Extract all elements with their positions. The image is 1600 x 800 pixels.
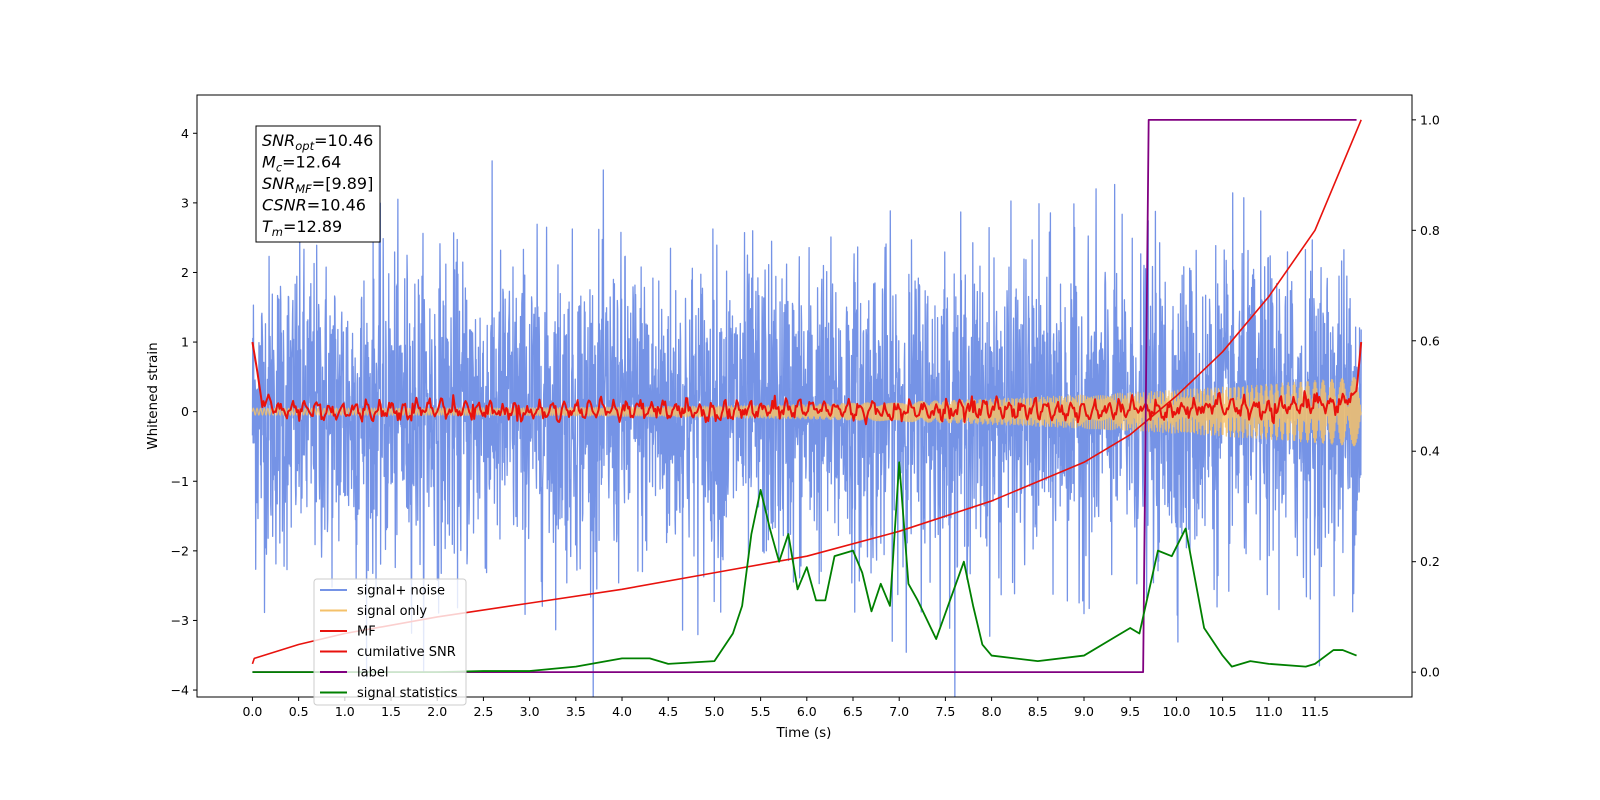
annotation-frame bbox=[255, 125, 381, 243]
x-tick-label: 0.5 bbox=[289, 704, 309, 719]
annotation-symbol: T bbox=[262, 217, 273, 236]
legend-frame bbox=[313, 578, 467, 706]
x-tick-label: 8.0 bbox=[982, 704, 1002, 719]
annotation-symbol: CSNR bbox=[262, 196, 307, 215]
annotation-box: SNRopt=10.46Mc=12.64SNRMF=[9.89]CSNR=10.… bbox=[255, 125, 381, 243]
x-tick-label: 8.5 bbox=[1028, 704, 1048, 719]
x-axis: 0.0 0.5 1.0 1.5 2.0 2.5 3.0 3.5 4.0 4.5 5.0 5.5 6.0 6… bbox=[242, 697, 1329, 719]
series-signal-noise-line bbox=[251, 160, 1362, 697]
x-tick-label: 4.0 bbox=[612, 704, 632, 719]
legend-label: MF bbox=[357, 625, 376, 640]
x-tick-label: 1.0 bbox=[335, 704, 355, 719]
x-tick-label: 9.5 bbox=[1120, 704, 1140, 719]
x-tick-label: 6.0 bbox=[797, 704, 817, 719]
x-axis-label: Time (s) bbox=[776, 725, 832, 741]
legend-label: signal+ noise bbox=[357, 584, 445, 599]
x-tick-label: 0.0 bbox=[242, 704, 262, 719]
annotation-symbol: SNR bbox=[262, 174, 295, 193]
annotation-value: =10.46 bbox=[314, 131, 373, 150]
x-tick-label: 5.5 bbox=[751, 704, 771, 719]
annotation-subscript: m bbox=[272, 225, 283, 239]
x-tick-label: 4.5 bbox=[658, 704, 678, 719]
annotation-line: Tm=12.89 bbox=[262, 217, 342, 239]
series-label-line bbox=[252, 118, 1357, 674]
x-tick-label: 7.5 bbox=[935, 704, 955, 719]
plot-frame bbox=[196, 94, 1413, 698]
y-tick-label: 1 bbox=[181, 335, 189, 350]
x-tick-label: 3.5 bbox=[566, 704, 586, 719]
annotation-symbol: SNR bbox=[262, 131, 295, 150]
annotation-value: =[9.89] bbox=[312, 174, 374, 193]
annotation-value: =10.46 bbox=[307, 196, 366, 215]
x-tick-label: 2.0 bbox=[427, 704, 447, 719]
x-tick-label: 3.0 bbox=[520, 704, 540, 719]
x-tick-label: 11.0 bbox=[1255, 704, 1283, 719]
annotation-subscript: c bbox=[276, 161, 283, 175]
x-tick-label: 7.0 bbox=[889, 704, 909, 719]
x-tick-label: 1.5 bbox=[381, 704, 401, 719]
y-tick-label: −3 bbox=[171, 613, 189, 628]
y2-tick-label: 1.0 bbox=[1420, 112, 1440, 127]
annotation-value: =12.64 bbox=[282, 153, 341, 172]
y-axis-right: 1.0 0.8 0.6 0.4 0.2 0.0 bbox=[1412, 112, 1440, 680]
x-tick-label: 5.0 bbox=[704, 704, 724, 719]
x-tick-label: 10.0 bbox=[1162, 704, 1190, 719]
annotation-line: Mc=12.64 bbox=[262, 153, 341, 175]
annotation-symbol: M bbox=[262, 153, 276, 172]
legend: signal+ noise signal only MF cumilative SNR… bbox=[313, 578, 467, 706]
y-axis-label: Whitened strain bbox=[145, 342, 161, 449]
y-tick-label: 2 bbox=[181, 265, 189, 280]
legend-label: label bbox=[357, 666, 388, 681]
legend-label: signal only bbox=[357, 604, 427, 619]
y2-tick-label: 0.2 bbox=[1420, 554, 1440, 569]
series-mf-line bbox=[251, 341, 1363, 426]
annotation-subscript: opt bbox=[295, 139, 314, 153]
annotation-value: =12.89 bbox=[283, 217, 342, 236]
series-signal-statistics-line bbox=[252, 461, 1357, 674]
annotation-line: SNRMF=[9.89] bbox=[262, 174, 373, 196]
x-tick-label: 2.5 bbox=[473, 704, 493, 719]
x-tick-label: 11.5 bbox=[1301, 704, 1329, 719]
y2-tick-label: 0.6 bbox=[1420, 333, 1440, 348]
x-tick-label: 10.5 bbox=[1209, 704, 1237, 719]
y2-tick-label: 0.4 bbox=[1420, 444, 1440, 459]
y-axis-left: 4 3 2 1 0 −1 −2 −3 −4 bbox=[171, 126, 197, 698]
legend-label: signal statistics bbox=[357, 686, 458, 701]
y2-tick-label: 0.0 bbox=[1420, 665, 1440, 680]
y-tick-label: 0 bbox=[181, 404, 189, 419]
x-tick-label: 6.5 bbox=[843, 704, 863, 719]
y-tick-label: 4 bbox=[181, 126, 189, 141]
x-tick-label: 9.0 bbox=[1074, 704, 1094, 719]
y2-tick-label: 0.8 bbox=[1420, 223, 1440, 238]
annotation-line: CSNR=10.46 bbox=[262, 196, 366, 215]
legend-label: cumilative SNR bbox=[357, 645, 456, 660]
annotation-line: SNRopt=10.46 bbox=[262, 131, 373, 153]
y-tick-label: −1 bbox=[171, 474, 189, 489]
y-tick-label: −2 bbox=[171, 543, 189, 558]
annotation-subscript: MF bbox=[295, 182, 312, 196]
y-tick-label: −4 bbox=[171, 683, 189, 698]
y-tick-label: 3 bbox=[181, 195, 189, 210]
